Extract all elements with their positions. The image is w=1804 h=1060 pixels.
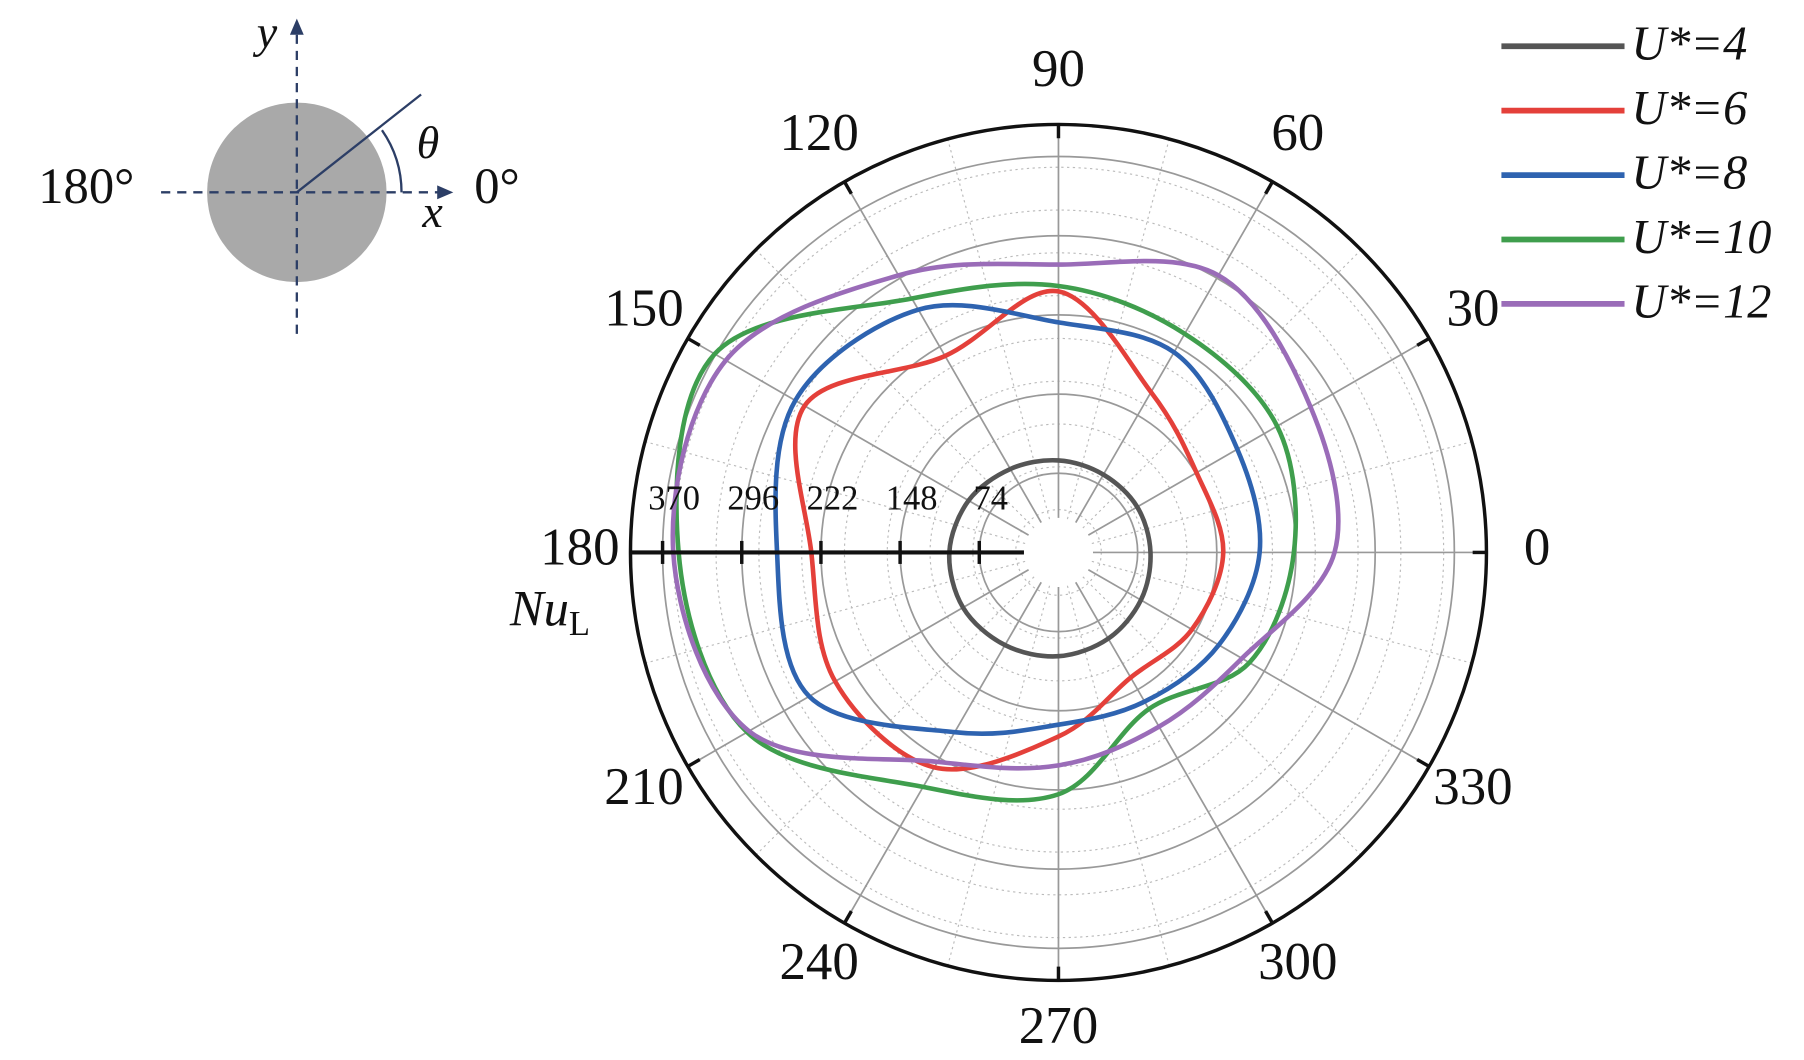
- minor-spoke: [755, 576, 1035, 856]
- series-line: [674, 281, 1299, 803]
- minor-spoke: [1091, 441, 1473, 545]
- theta-tick: [686, 758, 701, 768]
- label-main: Nu: [509, 580, 569, 636]
- theta-tick-label: 120: [779, 104, 858, 162]
- minor-spoke: [644, 441, 1026, 545]
- theta-tick: [842, 910, 853, 924]
- theta-tick-label: 30: [1447, 279, 1500, 337]
- theta-tick-label: 0: [1524, 519, 1550, 577]
- theta-tick: [1264, 910, 1274, 924]
- polar-chart: 0 30 60 90 120 150 180 210 240 270 300 330 U*=4 U*=6 U…: [540, 18, 1771, 1056]
- series-line: [773, 302, 1263, 737]
- minor-spoke: [1082, 249, 1362, 529]
- angle-0: 0°: [474, 158, 520, 214]
- grid-spoke: [1087, 568, 1430, 768]
- series-line: [670, 258, 1341, 771]
- r-tick-label: 222: [807, 480, 859, 518]
- minor-spoke: [1066, 585, 1170, 966]
- minor-spoke: [644, 560, 1026, 664]
- grid-spoke: [1087, 337, 1430, 536]
- theta-tick-label: 330: [1433, 758, 1512, 816]
- arrow: [437, 185, 454, 200]
- legend-label: U*=10: [1631, 211, 1771, 264]
- theta-tick-label: 210: [604, 758, 683, 816]
- theta-tick-label: 60: [1271, 104, 1324, 162]
- angle-180: 180°: [38, 158, 134, 214]
- theta-tick-label: 180: [540, 519, 619, 577]
- theta-tick: [1416, 336, 1430, 347]
- grid-spoke: [687, 568, 1030, 768]
- theta-tick: [1416, 758, 1430, 768]
- r-tick-label: 370: [648, 480, 700, 518]
- inner-hole: [1026, 520, 1091, 585]
- minor-spoke: [1066, 138, 1170, 520]
- grid-spoke: [843, 181, 1042, 523]
- legend-label: U*=4: [1631, 18, 1747, 71]
- theta-tick: [1264, 180, 1274, 195]
- y-label: y: [253, 7, 278, 58]
- grid-spoke: [687, 337, 1030, 536]
- r-tick-label: 148: [886, 480, 938, 518]
- radius-line: [296, 93, 422, 194]
- grid-spoke: [843, 581, 1042, 924]
- r-tick-label: 74: [974, 480, 1009, 518]
- x-label: x: [421, 186, 443, 237]
- theta-label: θ: [417, 117, 440, 168]
- series-line: [792, 288, 1226, 772]
- theta-tick-label: 150: [604, 279, 683, 337]
- theta-tick-label: 270: [1019, 997, 1098, 1055]
- label-sub: L: [569, 605, 590, 643]
- angle-arc: [381, 129, 403, 193]
- theta-tick-label: 300: [1258, 933, 1337, 991]
- arrow: [289, 18, 304, 35]
- radial-axis-label: NuL: [509, 580, 590, 643]
- theta-tick: [842, 180, 853, 195]
- legend-label: U*=8: [1631, 146, 1747, 199]
- r-tick-label: 296: [727, 480, 779, 518]
- inset: y x θ 180° 0°: [38, 7, 520, 334]
- minor-spoke: [1082, 576, 1362, 856]
- theta-tick-label: 240: [779, 933, 858, 991]
- theta-tick-label: 90: [1032, 40, 1085, 98]
- legend-label: U*=12: [1631, 275, 1771, 328]
- legend-label: U*=6: [1631, 82, 1747, 135]
- minor-spoke: [1091, 560, 1473, 664]
- theta-tick: [686, 336, 701, 347]
